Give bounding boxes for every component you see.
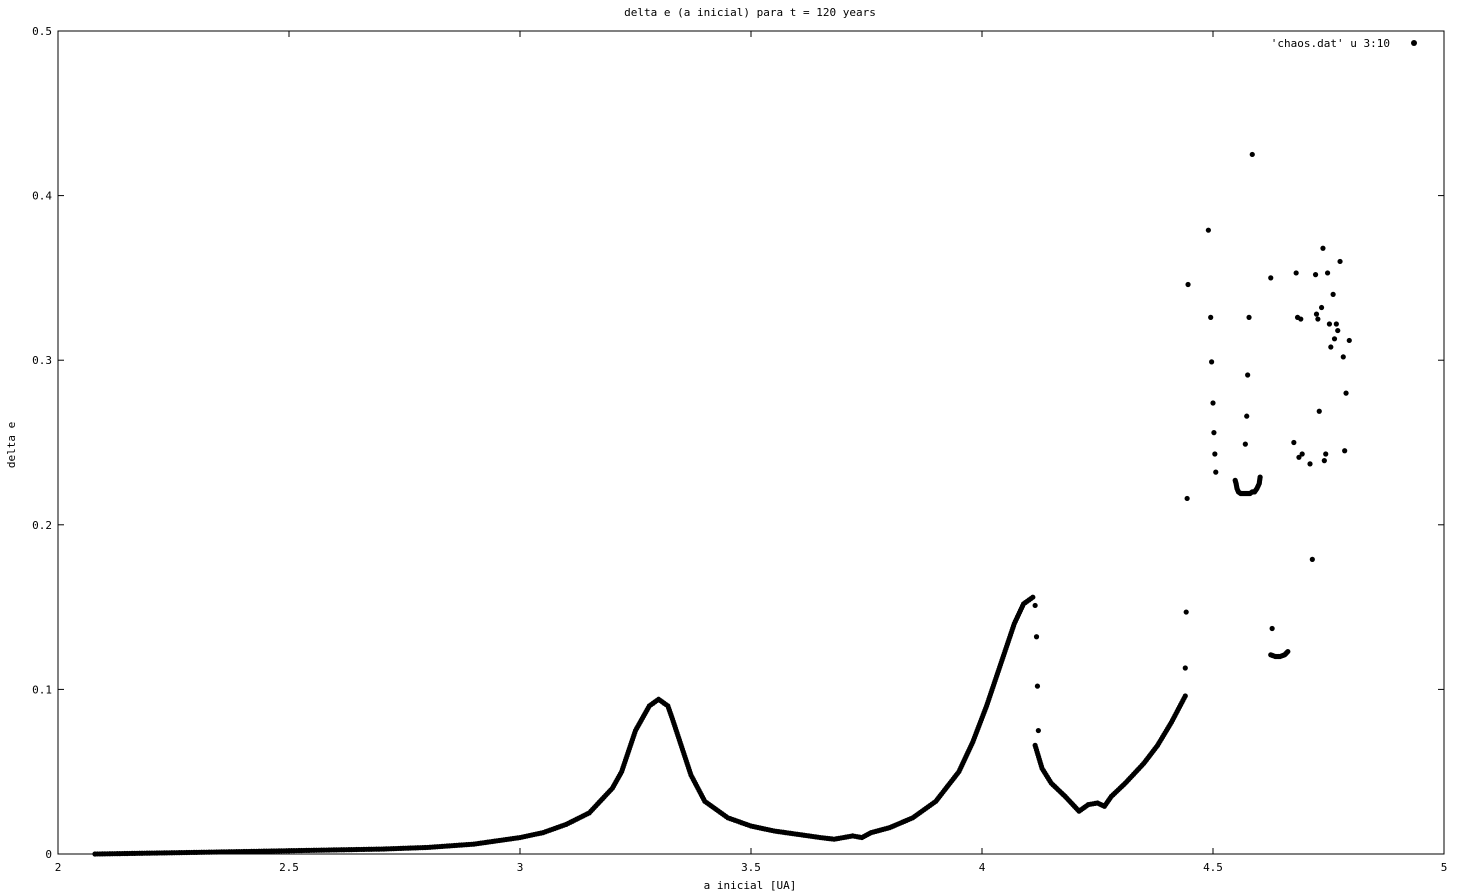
data-point — [1249, 151, 1255, 158]
data-point — [1034, 683, 1041, 689]
legend-marker — [1411, 40, 1417, 46]
data-point — [1242, 441, 1248, 447]
data-point — [1318, 304, 1325, 311]
x-axis: 2 2.5 3 3.5 4 4.5 5 — [55, 31, 1448, 874]
data-point — [1032, 602, 1038, 609]
data-point — [1182, 693, 1188, 699]
x-tick-label: 2 — [55, 861, 62, 874]
data-point — [1269, 625, 1275, 632]
y-axis: 0 0.1 0.2 0.3 0.4 0.5 — [32, 25, 1444, 861]
data-point — [1312, 272, 1319, 278]
data-point — [1268, 275, 1274, 281]
data-point — [1316, 408, 1322, 414]
data-point — [1342, 448, 1348, 454]
data-point — [1182, 665, 1188, 671]
data-point — [1330, 291, 1336, 297]
x-tick-label: 3.5 — [741, 861, 761, 874]
data-point — [1333, 321, 1339, 327]
data-point — [1257, 474, 1263, 480]
chart-title: delta e (a inicial) para t = 120 years — [624, 6, 876, 19]
data-point — [1296, 454, 1302, 460]
data-point — [1291, 439, 1297, 446]
y-tick-label: 0 — [45, 848, 52, 861]
data-point — [1210, 400, 1216, 406]
data-point — [1309, 556, 1315, 562]
series-points — [92, 151, 1352, 857]
y-tick-label: 0.2 — [32, 519, 52, 532]
x-tick-label: 3 — [517, 861, 524, 874]
data-point — [1321, 458, 1327, 464]
data-point — [1320, 245, 1326, 251]
x-tick-label: 4 — [979, 861, 986, 874]
data-point — [1340, 354, 1346, 360]
data-point — [1208, 314, 1214, 320]
y-tick-label: 0.3 — [32, 354, 52, 367]
data-point — [1335, 327, 1341, 334]
data-point — [1307, 461, 1313, 467]
data-point — [1313, 311, 1320, 317]
data-point — [1285, 648, 1291, 655]
data-point — [1211, 430, 1217, 436]
y-tick-label: 0.1 — [32, 683, 52, 696]
data-point — [1205, 227, 1211, 233]
data-point — [1035, 727, 1041, 734]
y-tick-label: 0.5 — [32, 25, 52, 38]
data-point — [1326, 321, 1333, 327]
data-point — [1343, 390, 1349, 396]
data-point — [1315, 316, 1321, 322]
data-point — [1346, 337, 1352, 344]
data-point — [1185, 281, 1191, 288]
data-point — [1213, 469, 1219, 475]
legend-label: 'chaos.dat' u 3:10 — [1271, 37, 1390, 50]
data-point — [1331, 336, 1338, 342]
y-tick-label: 0.4 — [32, 190, 52, 203]
y-axis-label: delta e — [5, 422, 18, 468]
data-point — [1293, 270, 1299, 276]
data-point — [1323, 451, 1329, 457]
x-axis-label: a inicial [UA] — [704, 879, 797, 892]
data-point — [1298, 316, 1304, 322]
data-point — [1033, 634, 1040, 640]
data-point — [1209, 359, 1215, 365]
data-point — [1245, 372, 1251, 378]
data-point — [1244, 413, 1250, 419]
data-point — [1183, 609, 1189, 615]
data-point — [1328, 344, 1334, 350]
x-tick-label: 5 — [1441, 861, 1448, 874]
x-tick-label: 4.5 — [1203, 861, 1223, 874]
data-point — [1184, 495, 1190, 502]
x-tick-label: 2.5 — [279, 861, 299, 874]
data-point — [1030, 594, 1036, 600]
data-point — [1299, 451, 1305, 457]
data-point — [1324, 270, 1331, 276]
legend: 'chaos.dat' u 3:10 — [1271, 37, 1417, 50]
data-point — [1337, 258, 1343, 265]
data-point — [1246, 314, 1252, 320]
data-point — [1212, 451, 1218, 457]
